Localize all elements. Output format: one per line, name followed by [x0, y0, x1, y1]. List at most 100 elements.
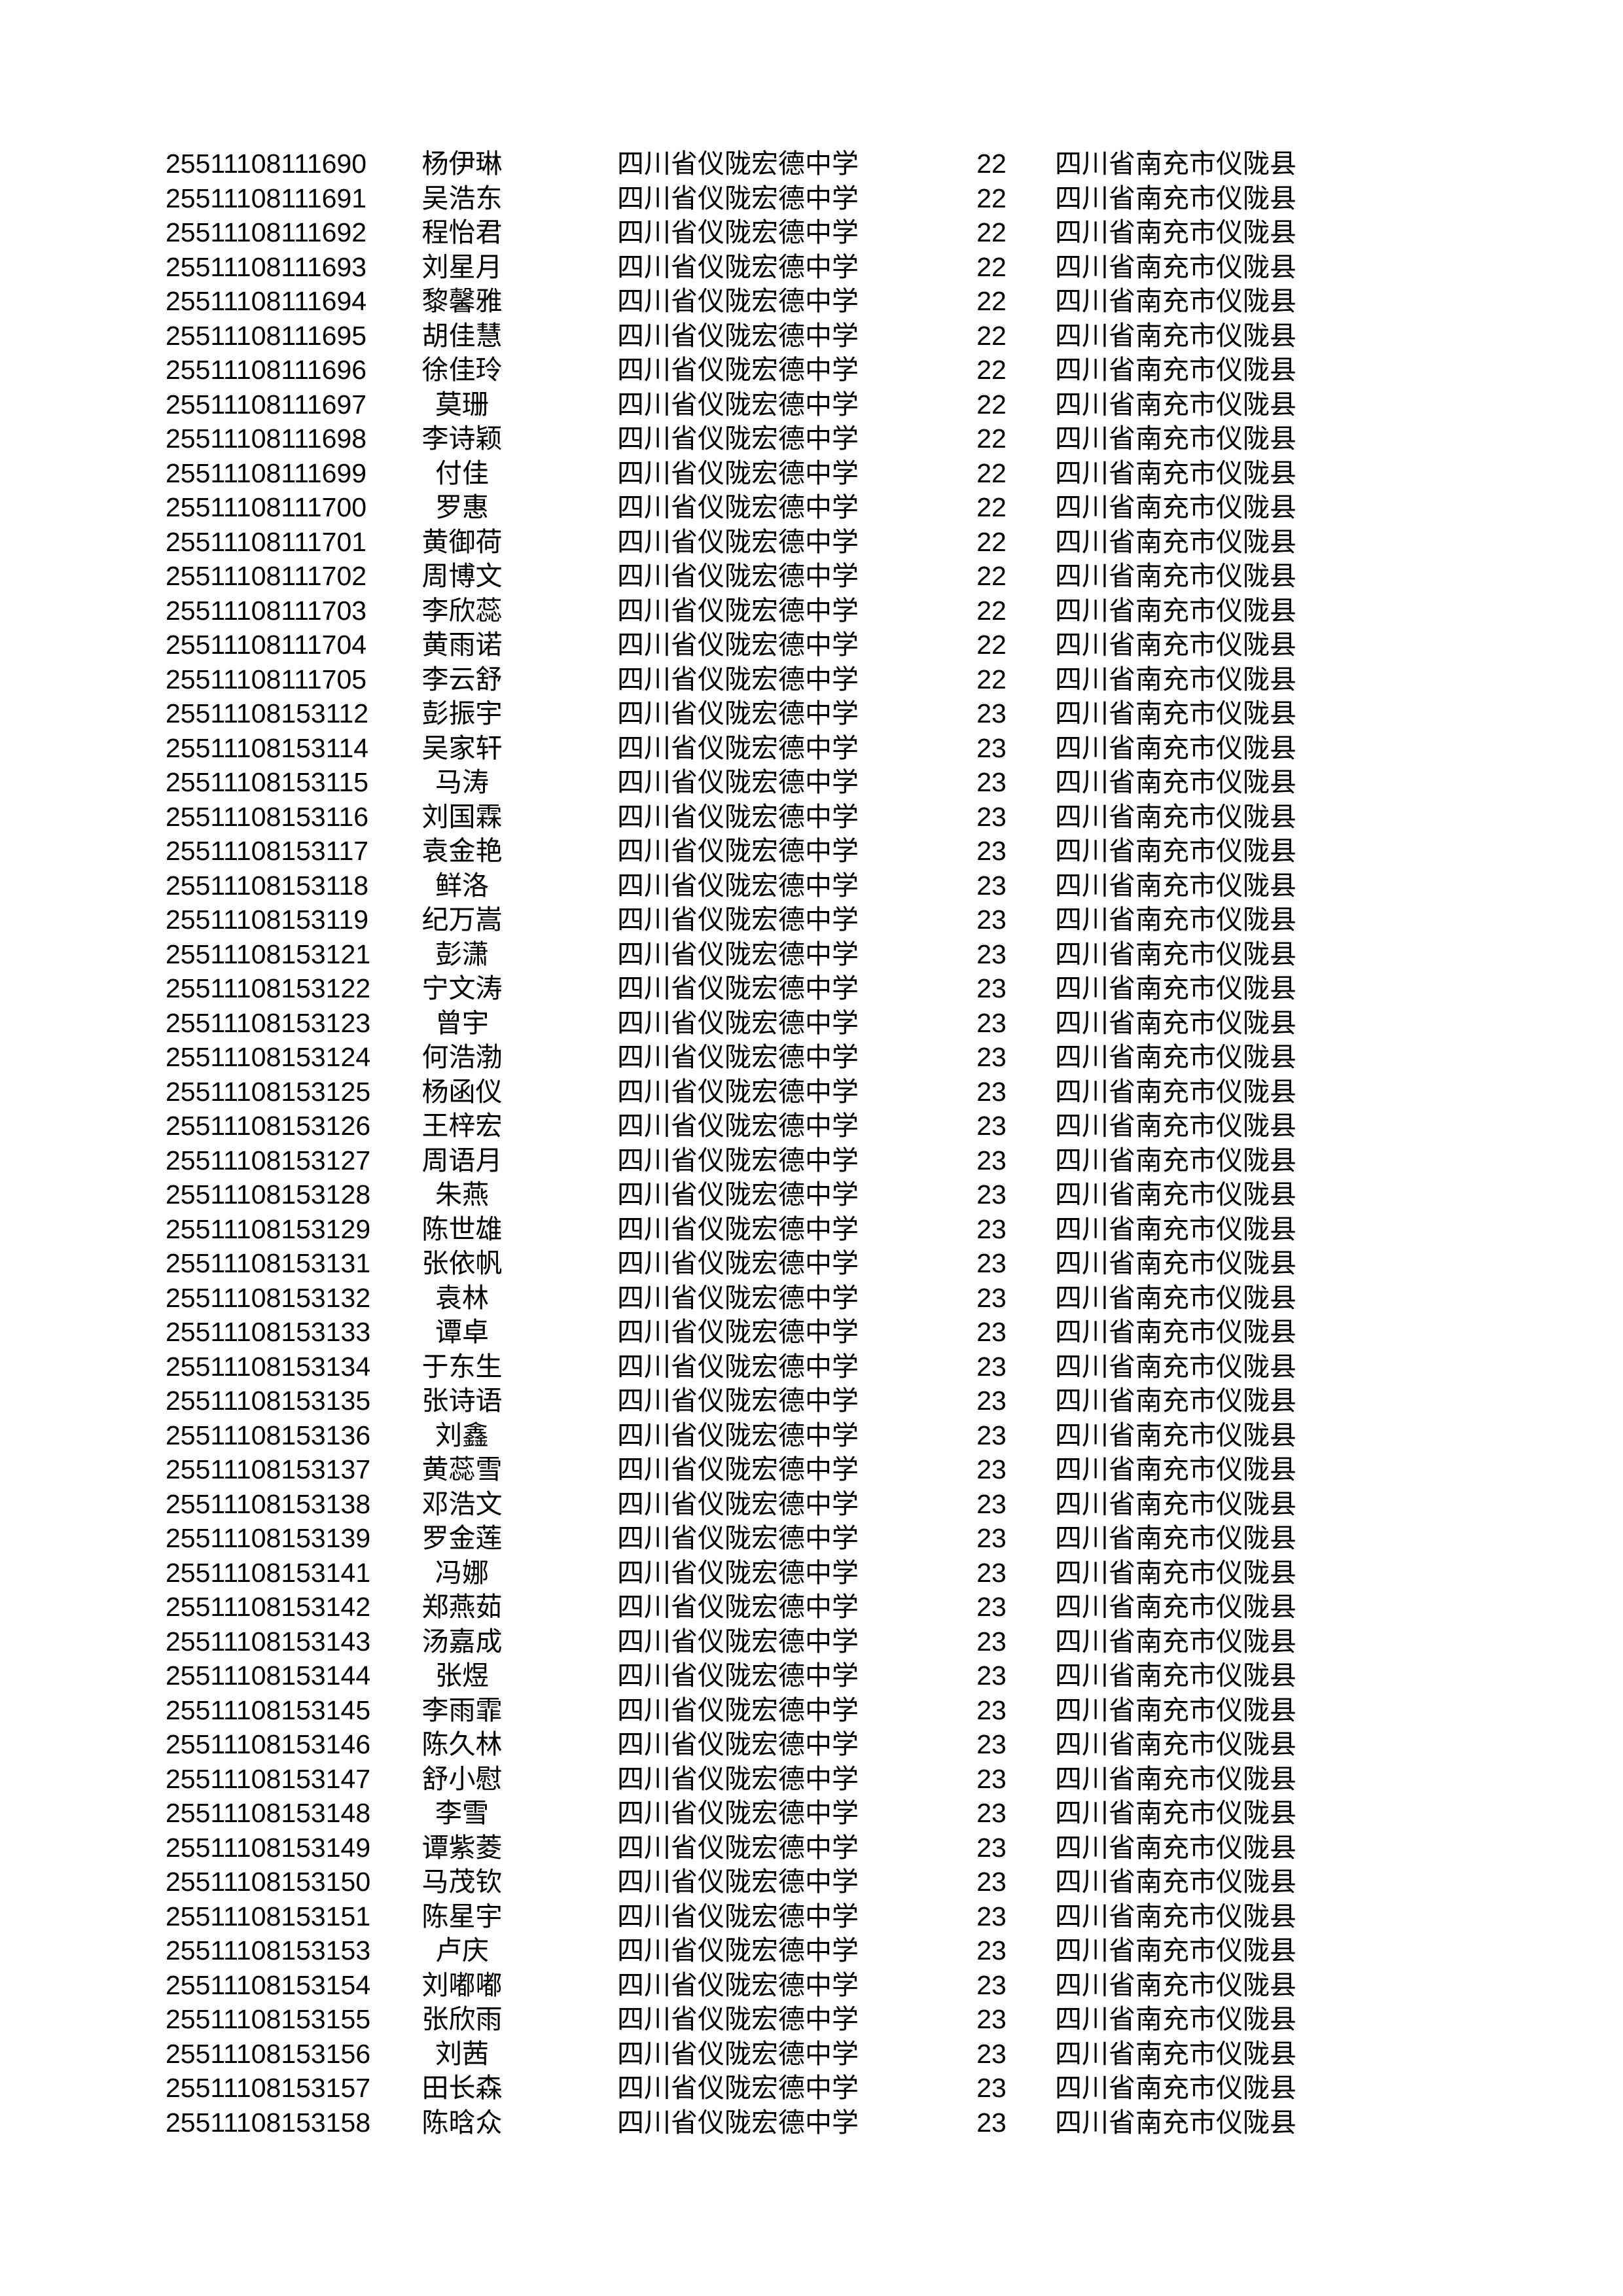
student-name-cell: 张欣雨	[421, 2004, 503, 2034]
table-row: 25511108153153 卢庆 四川省仪陇宏德中学 23 四川省南充市仪陇县	[0, 1933, 1623, 1968]
county-cell: 四川省南充市仪陇县	[1055, 1076, 1296, 1107]
student-name-cell: 于东生	[421, 1351, 503, 1382]
table-row: 25511108111692 程怡君 四川省仪陇宏德中学 22 四川省南充市仪陇县	[0, 215, 1623, 250]
exam-id-cell: 25511108153154	[166, 1969, 371, 2000]
exam-id-cell: 25511108111691	[166, 183, 367, 213]
county-cell: 四川省南充市仪陇县	[1055, 1386, 1296, 1416]
exam-id-cell: 25511108153146	[166, 1729, 371, 1759]
county-cell: 四川省南充市仪陇县	[1055, 2073, 1296, 2103]
table-row: 25511108111693 刘星月 四川省仪陇宏德中学 22 四川省南充市仪陇县	[0, 250, 1623, 285]
exam-id-cell: 25511108111701	[166, 526, 367, 557]
class-number-cell: 23	[976, 1282, 1007, 1313]
class-number-cell: 23	[976, 905, 1007, 935]
student-name-cell: 舒小慰	[421, 1763, 503, 1794]
class-number-cell: 22	[976, 595, 1007, 626]
county-cell: 四川省南充市仪陇县	[1055, 1523, 1296, 1553]
school-cell: 四川省仪陇宏德中学	[617, 1351, 859, 1382]
school-cell: 四川省仪陇宏德中学	[617, 320, 859, 351]
table-row: 25511108153123 曾宇 四川省仪陇宏德中学 23 四川省南充市仪陇县	[0, 1006, 1623, 1041]
county-cell: 四川省南充市仪陇县	[1055, 836, 1296, 866]
student-name-cell: 谭卓	[435, 1317, 489, 1347]
school-cell: 四川省仪陇宏德中学	[617, 1042, 859, 1072]
exam-id-cell: 25511108111705	[166, 664, 367, 694]
student-name-cell: 李诗颖	[421, 423, 503, 454]
class-number-cell: 22	[976, 320, 1007, 351]
student-name-cell: 汤嘉成	[421, 1626, 503, 1657]
county-cell: 四川省南充市仪陇县	[1055, 905, 1296, 935]
county-cell: 四川省南充市仪陇县	[1055, 1867, 1296, 1897]
table-row: 25511108153129 陈世雄 四川省仪陇宏德中学 23 四川省南充市仪陇县	[0, 1212, 1623, 1247]
student-name-cell: 宁文涛	[421, 973, 503, 1003]
school-cell: 四川省仪陇宏德中学	[617, 1832, 859, 1863]
class-number-cell: 22	[976, 251, 1007, 282]
exam-id-cell: 25511108153118	[166, 870, 369, 901]
exam-id-cell: 25511108111694	[166, 286, 367, 316]
class-number-cell: 23	[976, 1901, 1007, 1931]
county-cell: 四川省南充市仪陇县	[1055, 526, 1296, 557]
student-name-cell: 陈晗众	[421, 2107, 503, 2138]
student-name-cell: 刘茜	[435, 2038, 489, 2069]
table-row: 25511108153155 张欣雨 四川省仪陇宏德中学 23 四川省南充市仪陇县	[0, 2002, 1623, 2037]
county-cell: 四川省南充市仪陇县	[1055, 2107, 1296, 2138]
student-name-cell: 彭潇	[435, 939, 489, 969]
school-cell: 四川省仪陇宏德中学	[617, 389, 859, 420]
class-number-cell: 23	[976, 1213, 1007, 1244]
student-name-cell: 袁金艳	[421, 836, 503, 866]
exam-id-cell: 25511108111704	[166, 630, 367, 660]
exam-id-cell: 25511108153149	[166, 1832, 371, 1863]
student-list-table: 25511108111690 杨伊琳 四川省仪陇宏德中学 22 四川省南充市仪陇县 255…	[0, 147, 1623, 2140]
table-row: 25511108153150 马茂钦 四川省仪陇宏德中学 23 四川省南充市仪陇县	[0, 1865, 1623, 1899]
exam-id-cell: 25511108153156	[166, 2038, 371, 2069]
county-cell: 四川省南充市仪陇县	[1055, 1420, 1296, 1450]
class-number-cell: 23	[976, 1832, 1007, 1863]
school-cell: 四川省仪陇宏德中学	[617, 1179, 859, 1210]
table-row: 25511108111690 杨伊琳 四川省仪陇宏德中学 22 四川省南充市仪陇县	[0, 147, 1623, 181]
exam-id-cell: 25511108111696	[166, 355, 367, 385]
school-cell: 四川省仪陇宏德中学	[617, 2107, 859, 2138]
class-number-cell: 23	[976, 1626, 1007, 1657]
exam-id-cell: 25511108153153	[166, 1935, 371, 1965]
exam-id-cell: 25511108153138	[166, 1488, 371, 1519]
exam-id-cell: 25511108153132	[166, 1282, 371, 1313]
table-row: 25511108153157 田长森 四川省仪陇宏德中学 23 四川省南充市仪陇县	[0, 2071, 1623, 2106]
table-row: 25511108153133 谭卓 四川省仪陇宏德中学 23 四川省南充市仪陇县	[0, 1315, 1623, 1350]
class-number-cell: 23	[976, 1867, 1007, 1897]
class-number-cell: 23	[976, 1420, 1007, 1450]
student-name-cell: 刘嘟嘟	[421, 1969, 503, 2000]
school-cell: 四川省仪陇宏德中学	[617, 251, 859, 282]
class-number-cell: 23	[976, 1386, 1007, 1416]
table-row: 25511108111698 李诗颖 四川省仪陇宏德中学 22 四川省南充市仪陇县	[0, 422, 1623, 456]
class-number-cell: 23	[976, 1111, 1007, 1141]
school-cell: 四川省仪陇宏德中学	[617, 1557, 859, 1588]
school-cell: 四川省仪陇宏德中学	[617, 1076, 859, 1107]
class-number-cell: 22	[976, 217, 1007, 247]
county-cell: 四川省南充市仪陇县	[1055, 1763, 1296, 1794]
county-cell: 四川省南充市仪陇县	[1055, 1695, 1296, 1725]
student-name-cell: 杨伊琳	[421, 149, 503, 179]
class-number-cell: 23	[976, 1007, 1007, 1038]
class-number-cell: 23	[976, 1763, 1007, 1794]
school-cell: 四川省仪陇宏德中学	[617, 355, 859, 385]
exam-id-cell: 25511108153129	[166, 1213, 371, 1244]
table-row: 25511108111704 黄雨诺 四川省仪陇宏德中学 22 四川省南充市仪陇县	[0, 628, 1623, 662]
student-name-cell: 张诗语	[421, 1386, 503, 1416]
table-row: 25511108111703 李欣蕊 四川省仪陇宏德中学 22 四川省南充市仪陇县	[0, 594, 1623, 628]
student-name-cell: 莫珊	[435, 389, 489, 420]
school-cell: 四川省仪陇宏德中学	[617, 2038, 859, 2069]
school-cell: 四川省仪陇宏德中学	[617, 1867, 859, 1897]
class-number-cell: 23	[976, 1729, 1007, 1759]
class-number-cell: 22	[976, 389, 1007, 420]
student-name-cell: 胡佳慧	[421, 320, 503, 351]
exam-id-cell: 25511108153128	[166, 1179, 371, 1210]
county-cell: 四川省南充市仪陇县	[1055, 1832, 1296, 1863]
school-cell: 四川省仪陇宏德中学	[617, 1523, 859, 1553]
county-cell: 四川省南充市仪陇县	[1055, 1557, 1296, 1588]
class-number-cell: 23	[976, 1488, 1007, 1519]
school-cell: 四川省仪陇宏德中学	[617, 1488, 859, 1519]
class-number-cell: 22	[976, 664, 1007, 694]
class-number-cell: 23	[976, 1798, 1007, 1828]
school-cell: 四川省仪陇宏德中学	[617, 1660, 859, 1691]
county-cell: 四川省南充市仪陇县	[1055, 1729, 1296, 1759]
county-cell: 四川省南充市仪陇县	[1055, 355, 1296, 385]
county-cell: 四川省南充市仪陇县	[1055, 664, 1296, 694]
